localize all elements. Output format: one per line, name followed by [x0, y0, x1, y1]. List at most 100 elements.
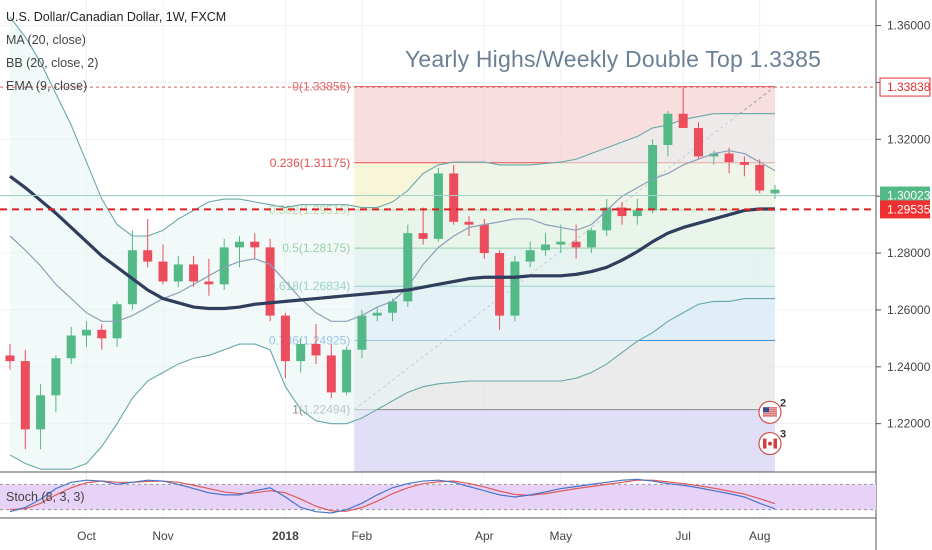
- candle[interactable]: [632, 199, 642, 225]
- candle[interactable]: [311, 324, 321, 364]
- time-axis[interactable]: Oct Nov 2018 Feb Apr May Jul Aug: [77, 529, 770, 543]
- candle-body[interactable]: [739, 162, 749, 165]
- candle[interactable]: [678, 86, 688, 128]
- stoch-label[interactable]: Stoch (8, 3, 3): [6, 490, 85, 504]
- candles[interactable]: [5, 86, 780, 450]
- candle-body[interactable]: [663, 113, 673, 146]
- legend-ma[interactable]: MA (20, close): [6, 33, 86, 47]
- candle[interactable]: [66, 326, 76, 364]
- candle-body[interactable]: [694, 127, 703, 157]
- candle-body[interactable]: [525, 250, 535, 262]
- symbol-title[interactable]: U.S. Dollar/Canadian Dollar, 1W, FXCM: [6, 10, 227, 24]
- price-tag[interactable]: 1.33838: [879, 77, 931, 97]
- candle[interactable]: [479, 218, 489, 259]
- candle[interactable]: [510, 255, 520, 322]
- x-tick-label[interactable]: May: [549, 529, 572, 543]
- candle[interactable]: [143, 218, 153, 268]
- canada-flag-icon[interactable]: 3: [758, 429, 786, 456]
- candle[interactable]: [586, 227, 596, 254]
- us-flag-icon[interactable]: 2: [758, 397, 786, 424]
- candle[interactable]: [449, 164, 459, 225]
- candle[interactable]: [556, 224, 566, 254]
- candle-body[interactable]: [143, 250, 153, 262]
- candle-body[interactable]: [204, 281, 214, 285]
- candle[interactable]: [739, 156, 749, 177]
- candle-body[interactable]: [541, 244, 550, 251]
- legend-ema[interactable]: EMA (9, close): [6, 79, 88, 93]
- candle-body[interactable]: [755, 164, 765, 191]
- x-tick-label[interactable]: Apr: [475, 529, 494, 543]
- candle-body[interactable]: [602, 207, 612, 231]
- x-tick-label[interactable]: 2018: [272, 529, 299, 543]
- event-badges[interactable]: 23: [758, 397, 786, 456]
- candle[interactable]: [296, 338, 306, 373]
- candle-body[interactable]: [586, 230, 596, 248]
- candle[interactable]: [326, 344, 336, 399]
- legend-bb[interactable]: BB (20, close, 2): [6, 56, 99, 70]
- candle[interactable]: [158, 244, 168, 285]
- candle-body[interactable]: [372, 312, 382, 316]
- candle[interactable]: [250, 233, 260, 259]
- candle-body[interactable]: [66, 335, 76, 359]
- candle[interactable]: [265, 238, 275, 322]
- candle[interactable]: [617, 201, 627, 225]
- candle[interactable]: [495, 250, 505, 330]
- candle[interactable]: [342, 346, 352, 396]
- candle[interactable]: [541, 233, 550, 256]
- candle-body[interactable]: [219, 247, 229, 285]
- candle[interactable]: [464, 216, 474, 236]
- candle[interactable]: [724, 147, 734, 174]
- candle-body[interactable]: [449, 173, 459, 222]
- candle[interactable]: [5, 344, 15, 370]
- candle-body[interactable]: [311, 344, 321, 356]
- candle[interactable]: [20, 349, 30, 450]
- price-tag[interactable]: 1.30023: [880, 186, 931, 205]
- candle[interactable]: [204, 258, 214, 296]
- candle[interactable]: [173, 255, 183, 288]
- candle-body[interactable]: [678, 113, 688, 128]
- candle[interactable]: [280, 312, 290, 379]
- price-tag[interactable]: 1.29535: [880, 200, 931, 219]
- candle-body[interactable]: [617, 207, 627, 217]
- candle[interactable]: [97, 324, 107, 350]
- candle[interactable]: [189, 255, 199, 288]
- candle-body[interactable]: [709, 153, 719, 157]
- candle-body[interactable]: [724, 153, 734, 163]
- candle-body[interactable]: [36, 395, 46, 430]
- candle-body[interactable]: [97, 329, 107, 339]
- candle[interactable]: [403, 224, 413, 308]
- candle-body[interactable]: [464, 221, 474, 225]
- candle[interactable]: [770, 184, 780, 200]
- candle[interactable]: [525, 241, 535, 268]
- candle-body[interactable]: [280, 315, 290, 362]
- candle[interactable]: [372, 307, 382, 322]
- candle-body[interactable]: [571, 241, 581, 248]
- candle[interactable]: [418, 207, 428, 245]
- candle[interactable]: [694, 122, 703, 160]
- candle[interactable]: [433, 167, 443, 242]
- candle[interactable]: [388, 298, 397, 322]
- candle[interactable]: [36, 383, 46, 450]
- candle-body[interactable]: [342, 349, 352, 393]
- candle-body[interactable]: [250, 241, 260, 248]
- candle[interactable]: [648, 139, 658, 214]
- candle-body[interactable]: [296, 344, 306, 362]
- x-tick-label[interactable]: Jul: [676, 529, 691, 543]
- x-tick-label[interactable]: Feb: [352, 529, 373, 543]
- candle-body[interactable]: [510, 261, 520, 316]
- candle-body[interactable]: [235, 241, 244, 248]
- candle-body[interactable]: [158, 261, 168, 282]
- x-tick-label[interactable]: Nov: [152, 529, 173, 543]
- candle-body[interactable]: [20, 361, 30, 430]
- candle[interactable]: [663, 110, 673, 157]
- candle-body[interactable]: [433, 173, 443, 239]
- candle-body[interactable]: [357, 315, 367, 350]
- candle[interactable]: [755, 159, 765, 194]
- candle-body[interactable]: [495, 253, 505, 316]
- candle[interactable]: [51, 355, 61, 413]
- candle-body[interactable]: [189, 264, 199, 282]
- x-tick-label[interactable]: Oct: [77, 529, 96, 543]
- candle[interactable]: [357, 309, 367, 359]
- candle-body[interactable]: [82, 329, 91, 336]
